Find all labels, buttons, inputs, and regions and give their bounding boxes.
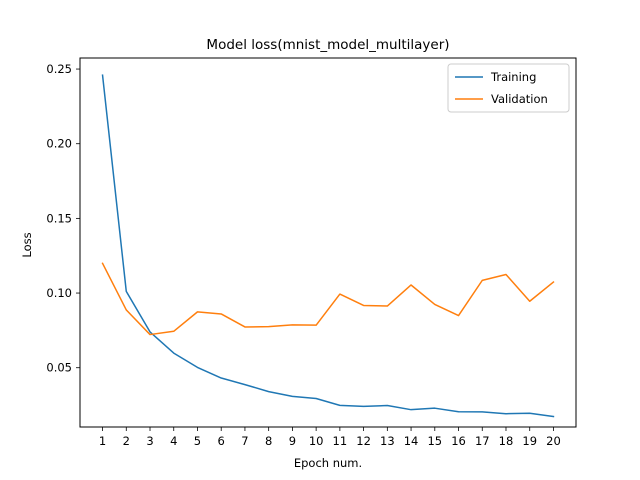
legend: Training Validation [447, 63, 570, 113]
x-tick-label: 6 [218, 434, 225, 448]
y-tick-label: 0.25 [46, 62, 72, 76]
legend-box [447, 63, 570, 113]
series-line-validation [101, 262, 555, 336]
x-tick-label: 5 [194, 434, 201, 448]
x-tick-label: 20 [546, 434, 561, 448]
y-tick-label: 0.15 [46, 211, 72, 225]
axes-frame [79, 57, 577, 428]
x-tick-label: 8 [265, 434, 272, 448]
x-tick-label: 7 [241, 434, 248, 448]
x-tick-label: 11 [333, 434, 348, 448]
x-tick-label: 1 [99, 434, 106, 448]
y-tick-label: 0.05 [46, 361, 72, 375]
series-line-training [101, 74, 555, 418]
y-tick-label: 0.20 [46, 137, 72, 151]
y-tick-label: 0.10 [46, 286, 72, 300]
x-tick-label: 12 [356, 434, 371, 448]
legend-label-validation: Validation [491, 92, 548, 106]
x-tick-label: 9 [289, 434, 296, 448]
x-tick-label: 17 [475, 434, 490, 448]
chart-title: Model loss(mnist_model_multilayer) [206, 37, 449, 53]
x-tick-label: 16 [451, 434, 466, 448]
x-tick-label: 10 [309, 434, 324, 448]
x-axis-label: Epoch num. [294, 456, 362, 470]
x-tick-label: 19 [522, 434, 537, 448]
x-tick-label: 18 [499, 434, 514, 448]
x-tick-label: 2 [123, 434, 130, 448]
y-axis: 0.05 0.10 0.15 0.20 0.25 [46, 62, 80, 375]
y-axis-label: Loss [20, 232, 34, 257]
x-tick-label: 3 [146, 434, 153, 448]
x-tick-label: 4 [170, 434, 177, 448]
x-tick-label: 13 [380, 434, 395, 448]
series-lines [101, 74, 555, 418]
x-axis: 1 2 3 4 5 6 7 8 9 10 11 12 13 14 15 16 17 18 19 20 [99, 427, 561, 448]
x-tick-label: 15 [427, 434, 442, 448]
x-tick-label: 14 [404, 434, 419, 448]
legend-label-training: Training [490, 70, 536, 84]
